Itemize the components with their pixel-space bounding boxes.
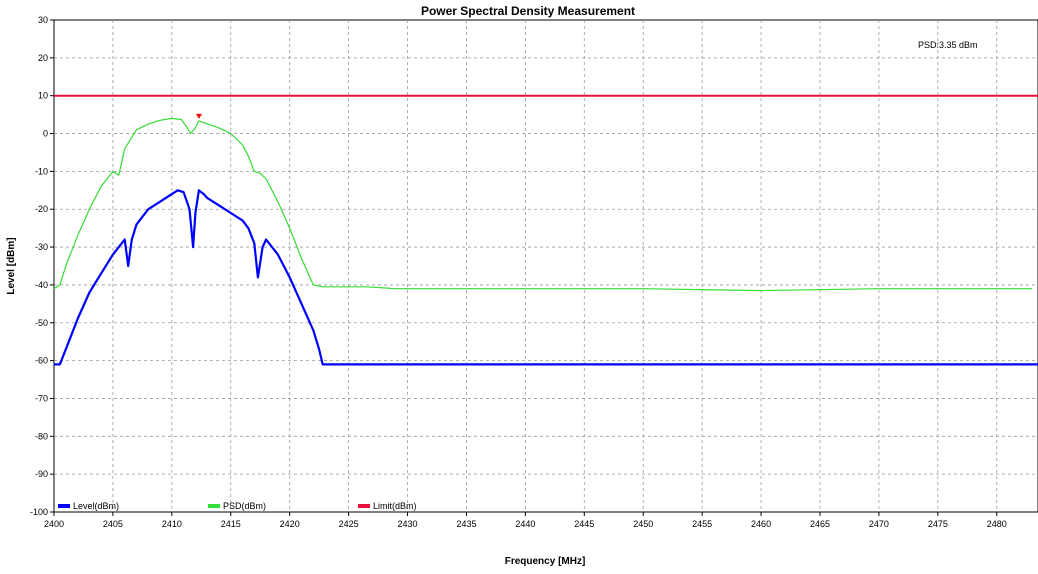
x-tick-label: 2440 xyxy=(515,519,535,529)
x-axis-label: Frequency [MHz] xyxy=(505,556,586,567)
x-tick-label: 2435 xyxy=(456,519,476,529)
plot-area xyxy=(53,19,1038,513)
grid xyxy=(54,20,1038,512)
x-tick-label: 2450 xyxy=(633,519,653,529)
x-tick-label: 2480 xyxy=(987,519,1007,529)
chart-title: Power Spectral Density Measurement xyxy=(421,4,635,18)
x-tick-label: 2470 xyxy=(869,519,889,529)
y-tick-label: 30 xyxy=(38,15,48,25)
x-tick-label: 2425 xyxy=(339,519,359,529)
y-tick-label: -20 xyxy=(35,204,48,214)
y-tick-label: -50 xyxy=(35,318,48,328)
x-tick-label: 2415 xyxy=(221,519,241,529)
x-tick-label: 2430 xyxy=(398,519,418,529)
y-tick-label: -90 xyxy=(35,469,48,479)
y-tick-label: -70 xyxy=(35,393,48,403)
y-tick-label: -30 xyxy=(35,242,48,252)
y-tick-label: 10 xyxy=(38,91,48,101)
legend: Level(dBm) PSD(dBm) Limit(dBm) xyxy=(58,501,417,511)
y-tick-label: -100 xyxy=(30,507,48,517)
peak-marker xyxy=(195,113,202,119)
x-tick-label: 2400 xyxy=(44,519,64,529)
y-tick-label: -80 xyxy=(35,431,48,441)
y-axis-label: Level [dBm] xyxy=(6,237,17,294)
y-tick-label: -40 xyxy=(35,280,48,290)
x-tick-label: 2465 xyxy=(810,519,830,529)
y-tick-label: -60 xyxy=(35,356,48,366)
y-tick-label: 0 xyxy=(43,129,48,139)
x-tick-label: 2405 xyxy=(103,519,123,529)
legend-label: Level(dBm) xyxy=(73,501,119,511)
series-layer xyxy=(53,94,1038,366)
x-axis: 2400 2405 2410 2415 2420 2425 2430 2435 2440 2445… xyxy=(44,512,1007,529)
x-tick-label: 2410 xyxy=(162,519,182,529)
series-line-1 xyxy=(54,189,1038,366)
legend-label: Limit(dBm) xyxy=(373,501,417,511)
x-tick-label: 2420 xyxy=(280,519,300,529)
x-tick-label: 2455 xyxy=(692,519,712,529)
x-tick-label: 2460 xyxy=(751,519,771,529)
psd-annotation: PSD:3.35 dBm xyxy=(918,40,978,50)
y-tick-label: 20 xyxy=(38,53,48,63)
x-tick-label: 2445 xyxy=(574,519,594,529)
y-tick-label: -10 xyxy=(35,166,48,176)
y-axis: 30 20 10 0 -10 -20 -30 -40 -50 -60 -70 -80 -90 -100 xyxy=(30,15,54,517)
legend-label: PSD(dBm) xyxy=(223,501,266,511)
x-tick-label: 2475 xyxy=(928,519,948,529)
series-line-2 xyxy=(53,117,1033,292)
